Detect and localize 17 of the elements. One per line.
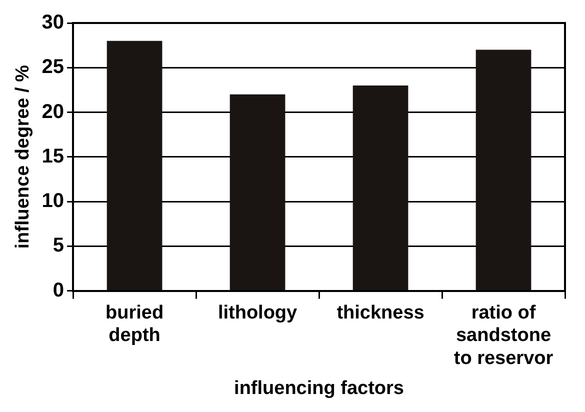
y-tick-label: 25 <box>42 56 64 78</box>
y-tick-label: 5 <box>52 234 64 257</box>
bar <box>230 94 286 290</box>
y-tick-label: 20 <box>42 100 64 123</box>
x-tick-label: lithology <box>218 302 298 324</box>
x-tick-label: thickness <box>336 302 424 324</box>
y-tick-label: 15 <box>42 145 64 168</box>
x-tick-label: buried depth <box>106 302 164 346</box>
bar <box>106 40 162 290</box>
bar <box>476 50 532 290</box>
bar <box>352 85 408 290</box>
y-tick-label: 0 <box>52 279 64 302</box>
y-tick-label: 30 <box>42 12 64 34</box>
y-axis-title: influence degree / % <box>12 64 34 249</box>
x-tick-label: ratio of sandstone to reservor <box>454 302 554 370</box>
y-tick-label: 10 <box>42 190 64 212</box>
x-axis-title: influencing factors <box>234 378 404 399</box>
